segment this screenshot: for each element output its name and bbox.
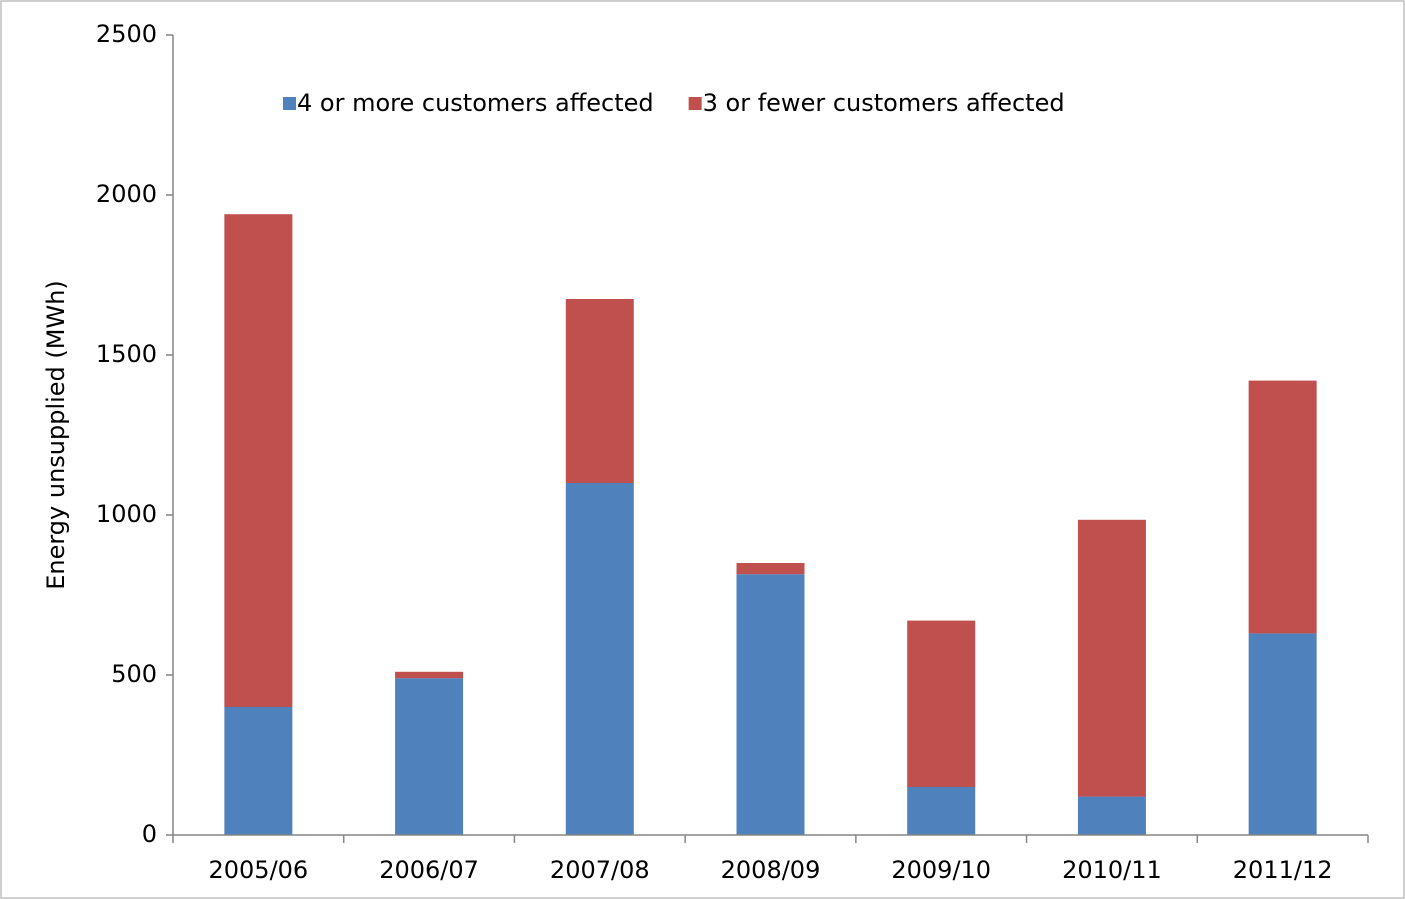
bar-segment — [224, 214, 293, 707]
x-tick-label: 2006/07 — [379, 856, 479, 884]
bar-segment — [395, 671, 464, 679]
legend-swatch — [283, 97, 296, 110]
bar-segment — [907, 620, 976, 787]
legend-label: 4 or more customers affected — [297, 89, 654, 117]
bar-segment — [736, 563, 805, 575]
legend-swatch — [688, 97, 702, 110]
y-tick-label: 0 — [142, 820, 157, 848]
y-tick-label: 500 — [111, 660, 157, 688]
legend-label: 3 or fewer customers affected — [703, 89, 1065, 117]
x-tick-label: 2008/09 — [721, 856, 821, 884]
legend: 4 or more customers affected 3 or fewer c… — [283, 89, 1065, 117]
bar-segment — [736, 574, 805, 835]
x-tick-label: 2009/10 — [891, 856, 991, 884]
bar-segment — [1248, 380, 1317, 634]
y-tick-label: 1000 — [96, 500, 157, 528]
bar-segment — [1077, 796, 1146, 835]
x-tick-label: 2011/12 — [1233, 856, 1333, 884]
bar-segment — [1248, 633, 1317, 835]
x-tick-label: 2010/11 — [1062, 856, 1162, 884]
bar-segment — [907, 787, 976, 835]
bar-segment — [565, 299, 634, 483]
bar-segment — [224, 707, 293, 835]
bar-segment — [1077, 519, 1146, 797]
y-tick-label: 2000 — [96, 180, 157, 208]
x-tick-label: 2007/08 — [550, 856, 650, 884]
x-tick-label: 2005/06 — [209, 856, 309, 884]
y-axis-label: Energy unsupplied (MWh) — [42, 280, 70, 590]
bar-segment — [565, 483, 634, 835]
bar-segment — [395, 678, 464, 835]
y-tick-label: 1500 — [96, 340, 157, 368]
y-tick-label: 2500 — [96, 20, 157, 48]
